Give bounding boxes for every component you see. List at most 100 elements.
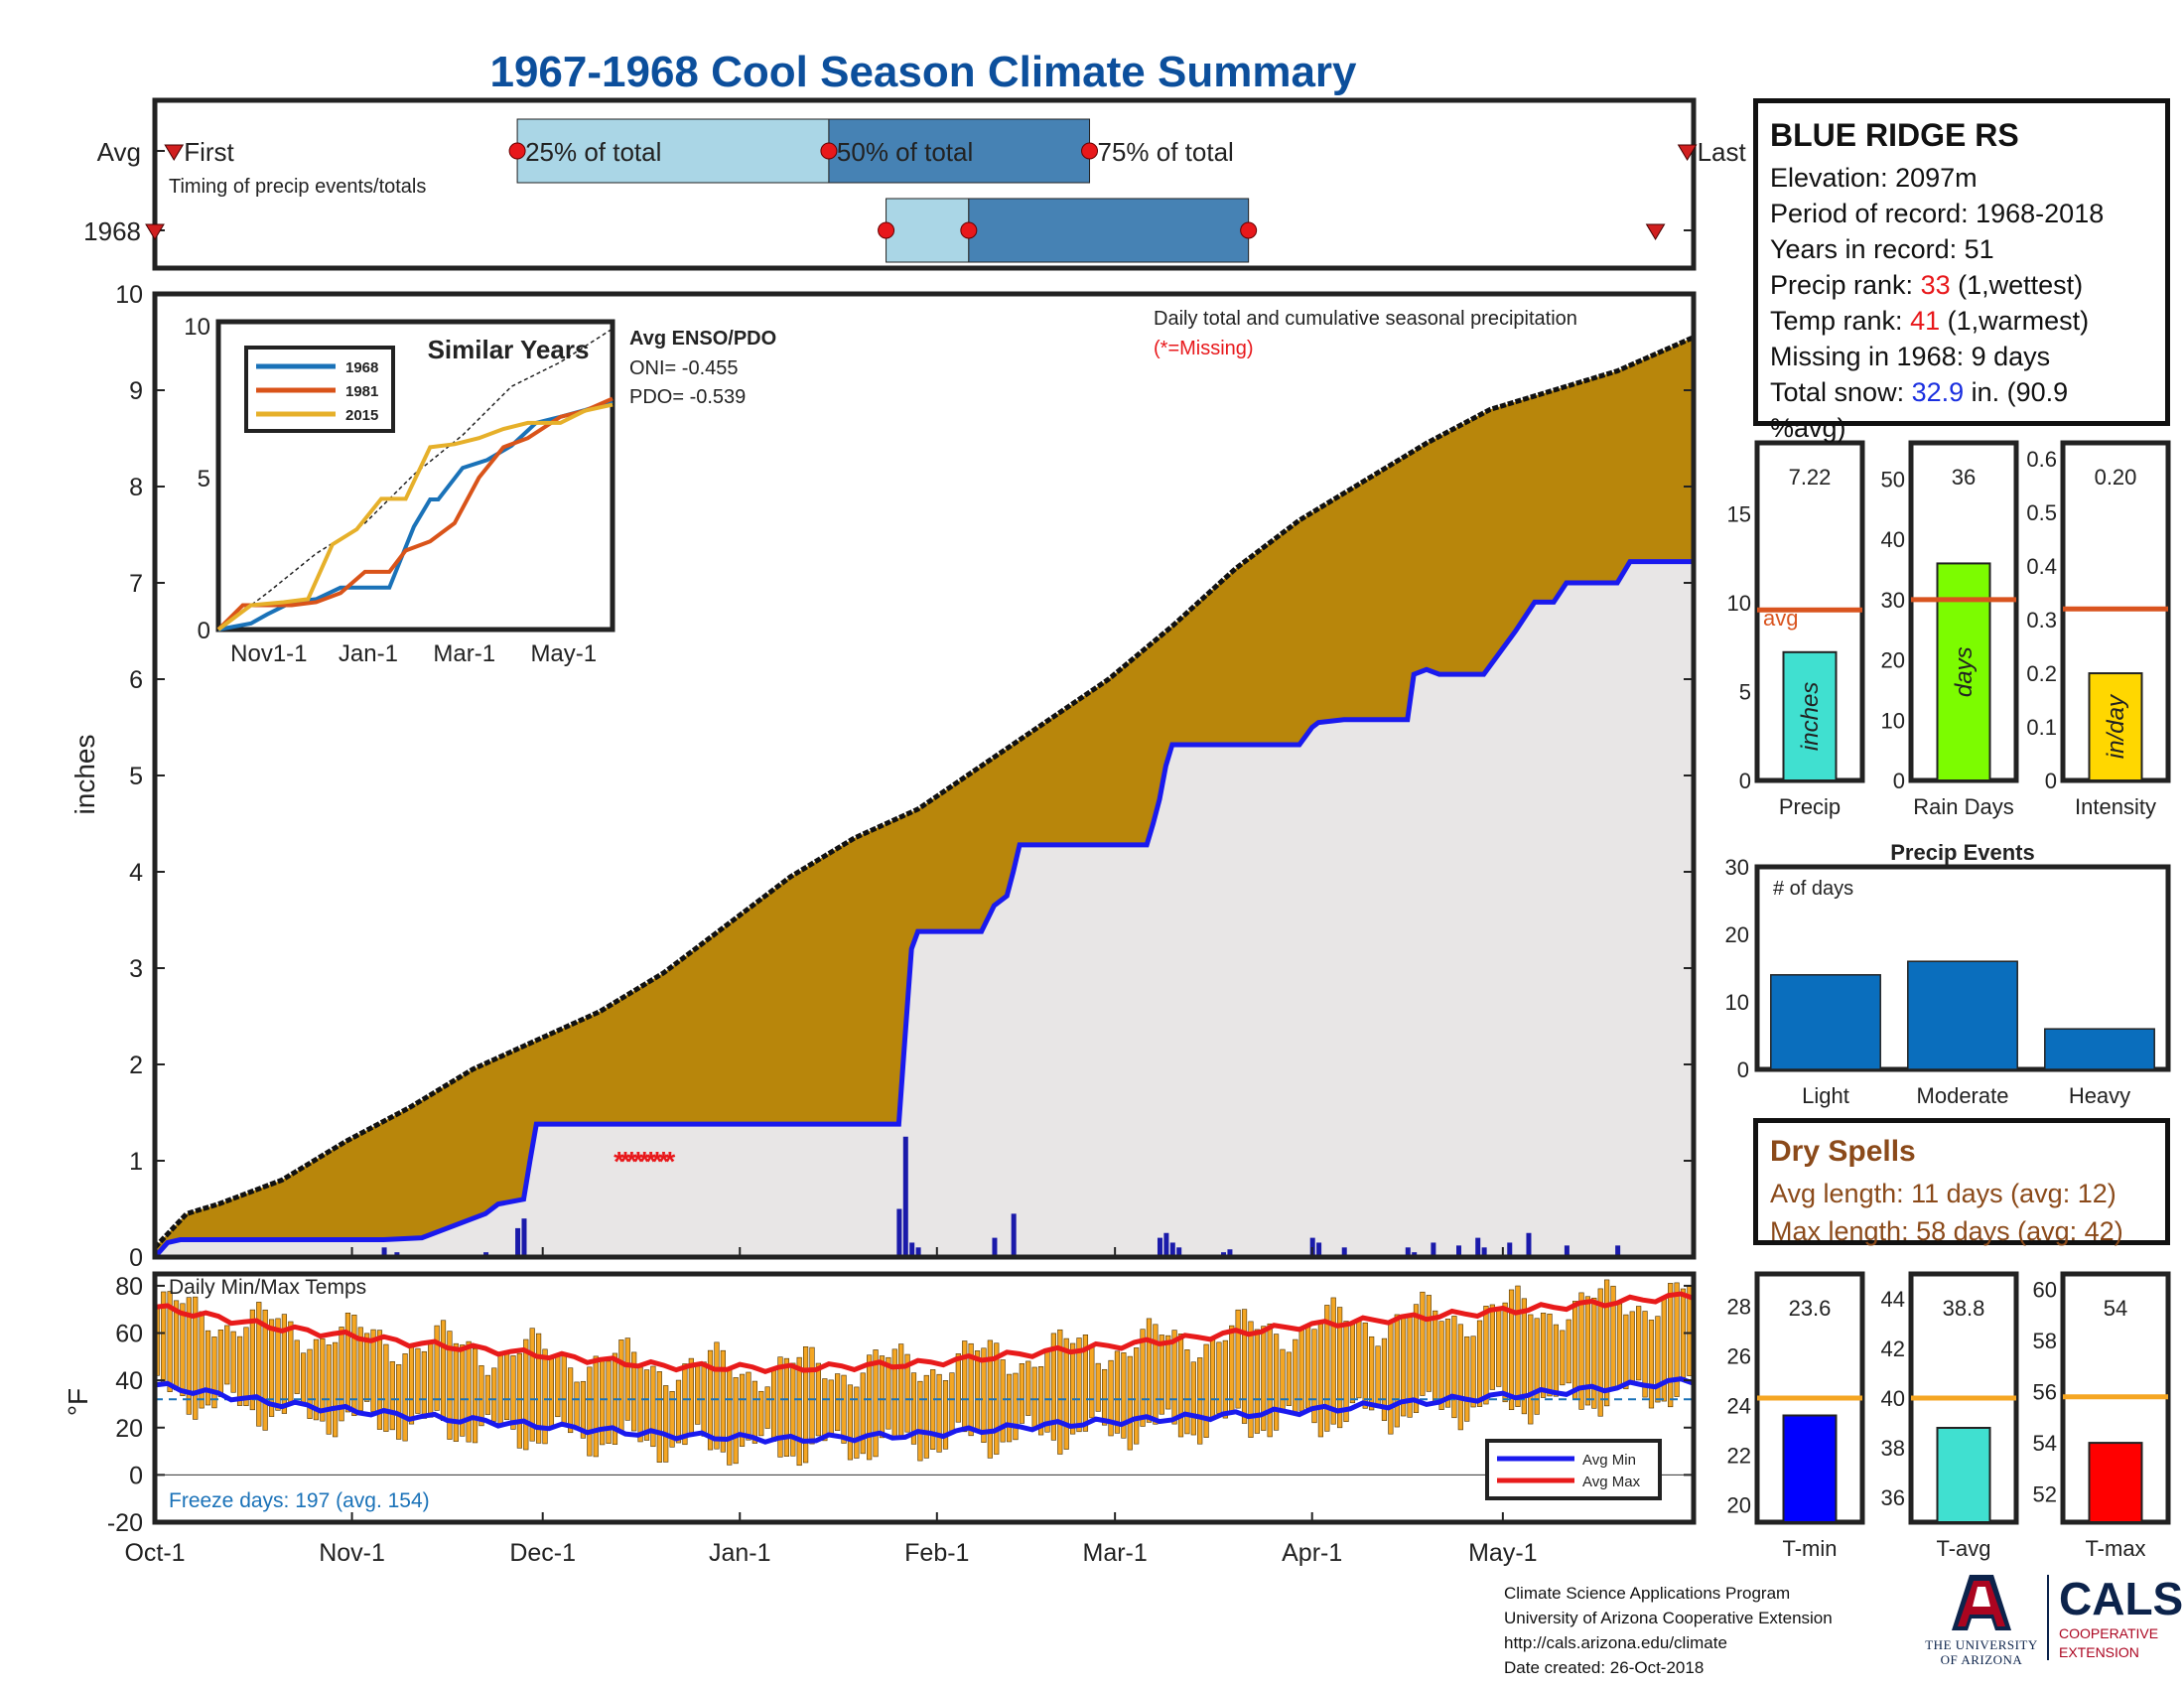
daily-temp-bar <box>1508 1289 1515 1411</box>
daily-temp-bar <box>1324 1305 1330 1432</box>
daily-temp-bar <box>751 1380 757 1444</box>
precip-stat-bar <box>1782 650 1838 781</box>
raindays-stat-tick: 0 <box>1893 769 1905 793</box>
daily-temp-bar <box>879 1355 886 1439</box>
daily-temp-bar <box>643 1369 650 1441</box>
raindays-stat-tick: 30 <box>1881 588 1905 613</box>
dry-spells-title: Dry Spells <box>1770 1135 1916 1168</box>
daily-temp-bar <box>1521 1298 1527 1415</box>
temp-y-axis-label: °F <box>63 1388 93 1416</box>
daily-precip-bar <box>1456 1245 1462 1257</box>
intensity-stat-label: Intensity <box>2075 794 2156 819</box>
daily-temp-bar <box>727 1367 733 1466</box>
timing-25-label: 25% of total <box>525 137 661 167</box>
oni-value: ONI= -0.455 <box>629 357 739 379</box>
intensity-stat-tick: 0.4 <box>2026 554 2057 579</box>
daily-temp-bar <box>1254 1329 1260 1434</box>
x-tick-label: Oct-1 <box>124 1539 185 1567</box>
daily-temp-bar <box>357 1327 363 1411</box>
daily-temp-bar <box>867 1354 873 1461</box>
intensity-stat-tick: 0.2 <box>2026 661 2057 686</box>
tavg-stat-tick: 40 <box>1881 1386 1905 1411</box>
daily-temp-bar <box>466 1340 472 1443</box>
tmax-stat-bar <box>2088 1442 2143 1524</box>
daily-temp-bar <box>631 1351 637 1432</box>
daily-temp-bar <box>1050 1333 1056 1441</box>
daily-temp-bar <box>1273 1334 1280 1431</box>
chart-title: 1967-1968 Cool Season Climate Summary <box>489 48 1357 96</box>
tavg-stat-tick: 36 <box>1881 1485 1905 1510</box>
temp-rank-note: (1,warmest) <box>1940 306 2090 336</box>
temp-y-tick-label: 20 <box>115 1415 143 1443</box>
daily-temp-bar <box>268 1319 275 1417</box>
inset-y-tick: 5 <box>198 466 210 492</box>
precip-events-tick: 0 <box>1737 1057 1749 1082</box>
daily-temp-bar <box>503 1350 510 1421</box>
temp-rank-value: 41 <box>1910 306 1941 336</box>
daily-temp-bar <box>301 1352 307 1404</box>
daily-temp-bar <box>682 1363 688 1446</box>
timing-75-label: 75% of total <box>1098 137 1234 167</box>
daily-temp-bar <box>1153 1324 1159 1425</box>
daily-temp-bar <box>675 1379 682 1444</box>
raindays-stat-tick: 50 <box>1881 467 1905 492</box>
inset-y-tick: 0 <box>198 618 210 644</box>
precip-stat-avg-label: avg <box>1763 606 1798 631</box>
daily-temp-bar <box>275 1318 281 1411</box>
year-timing-q1-box <box>886 198 970 263</box>
inset-series-line <box>216 402 614 632</box>
daily-temp-bar <box>1127 1355 1133 1451</box>
daily-temp-bar <box>1655 1316 1661 1403</box>
tmin-stat-tick: 22 <box>1727 1444 1751 1469</box>
tavg-stat-value: 38.8 <box>1943 1296 1985 1321</box>
precip-stat-value: 7.22 <box>1789 465 1832 490</box>
dry-spells-box: Dry Spells Avg length: 11 days (avg: 12)… <box>1753 1118 2170 1246</box>
daily-temp-bar <box>1553 1324 1559 1397</box>
daily-temp-bar <box>847 1384 854 1461</box>
daily-temp-bar <box>637 1366 643 1443</box>
daily-temp-bar <box>777 1356 783 1458</box>
daily-temp-bar <box>1426 1295 1432 1392</box>
y-tick-label: 2 <box>129 1052 143 1079</box>
total-snow: Total snow: 32.9 in. (90.9 <box>1770 374 2165 410</box>
x-tick-label: Mar-1 <box>1083 1539 1148 1567</box>
inset-series-line <box>216 396 614 632</box>
daily-temp-bar <box>898 1343 904 1437</box>
dry-spells-avg: Avg length: 11 days (avg: 12) <box>1770 1179 2116 1208</box>
daily-temp-bar <box>1222 1339 1228 1419</box>
daily-temp-bar <box>770 1368 777 1442</box>
temp-y-tick-label: 80 <box>115 1273 143 1301</box>
daily-temp-bar <box>1293 1338 1298 1414</box>
daily-temp-bar <box>618 1339 624 1431</box>
daily-temp-bar <box>186 1297 192 1415</box>
timing-50-label: 50% of total <box>837 137 973 167</box>
daily-temp-bar <box>460 1344 466 1437</box>
daily-temp-bar <box>548 1357 555 1429</box>
daily-temp-bar <box>1177 1334 1184 1438</box>
daily-temp-bar <box>256 1302 262 1427</box>
intensity-stat-tick: 0.5 <box>2026 500 2057 525</box>
daily-temp-bar <box>339 1327 344 1422</box>
timing-first-label: First <box>184 137 234 167</box>
daily-temp-bar <box>478 1364 484 1427</box>
year-timing-first-last-marker <box>1645 223 1666 240</box>
daily-temp-bar <box>1648 1320 1655 1409</box>
daily-temp-bar <box>1476 1320 1483 1407</box>
daily-precip-bar <box>1475 1237 1481 1257</box>
avg-timing-q1-box <box>516 118 830 184</box>
logo-text-bottom: OF ARIZONA <box>1940 1652 2023 1667</box>
tmin-stat-tick: 24 <box>1727 1394 1751 1419</box>
daily-temp-bar <box>720 1349 726 1453</box>
daily-temp-bar <box>1184 1349 1190 1435</box>
daily-temp-bar <box>1438 1321 1444 1410</box>
y-tick-label: 10 <box>115 281 143 309</box>
y-tick-label: 7 <box>129 570 143 598</box>
precip-events-tick: 30 <box>1725 855 1749 880</box>
daily-temp-bar <box>714 1341 720 1450</box>
daily-precip-bar <box>1341 1247 1347 1257</box>
daily-temp-bar <box>1674 1282 1680 1397</box>
daily-temp-bar <box>1566 1319 1571 1384</box>
cals-logo: CALS COOPERATIVE EXTENSION <box>2047 1575 2183 1660</box>
dry-spells-max: Max length: 58 days (avg: 42) <box>1770 1216 2123 1246</box>
daily-temp-bar <box>542 1348 548 1445</box>
